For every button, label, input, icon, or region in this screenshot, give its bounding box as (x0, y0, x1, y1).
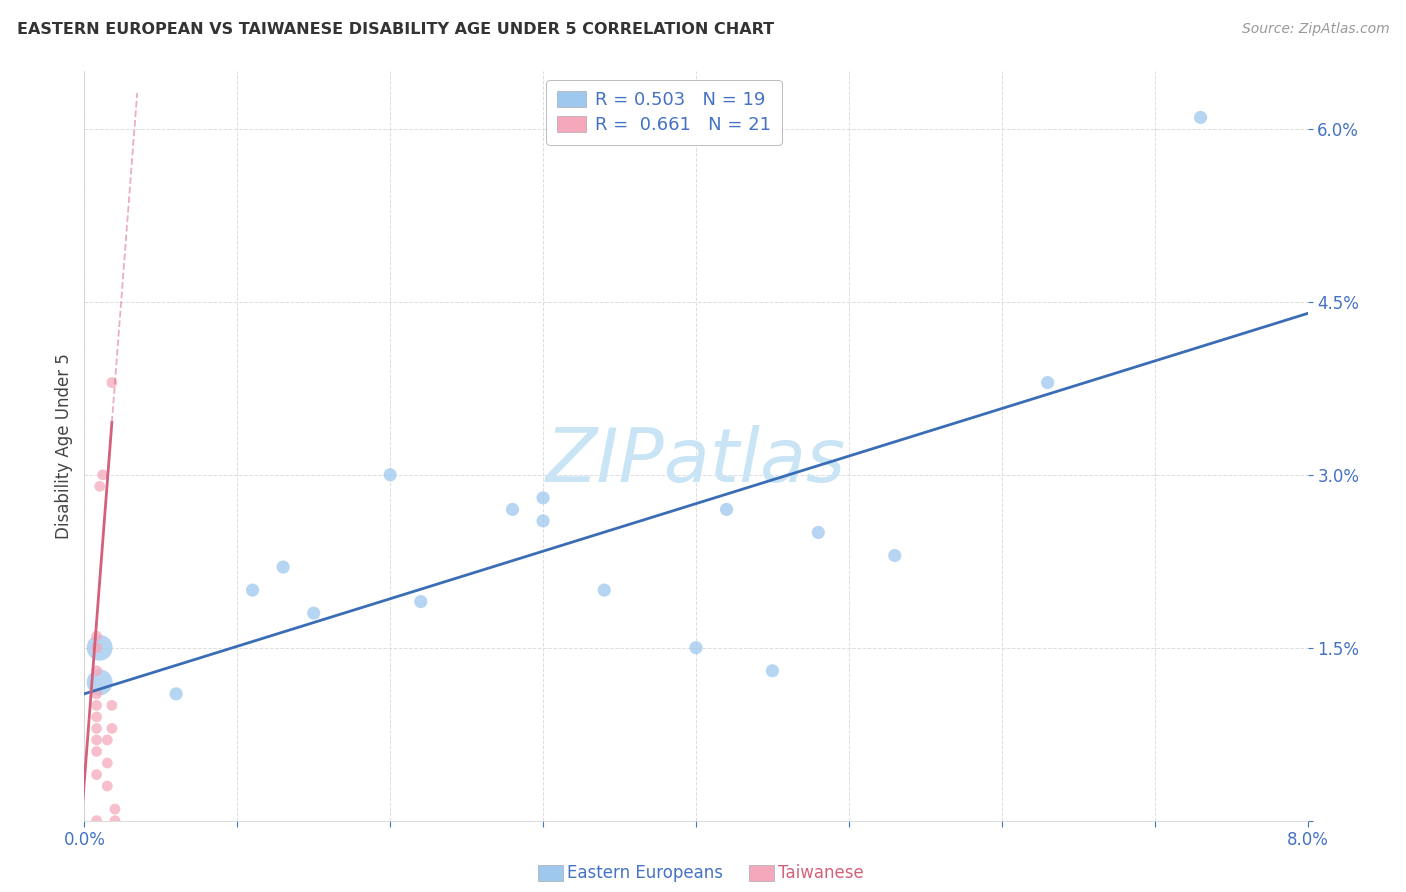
Y-axis label: Disability Age Under 5: Disability Age Under 5 (55, 353, 73, 539)
Text: Eastern Europeans: Eastern Europeans (567, 864, 723, 882)
Point (271, 560, 294, 574)
Point (91, 467, 114, 482)
Point (104, 802, 127, 816)
Point (761, 664, 783, 678)
Point (101, 376, 124, 390)
Text: Source: ZipAtlas.com: Source: ZipAtlas.com (1241, 22, 1389, 37)
Text: EASTERN EUROPEAN VS TAIWANESE DISABILITY AGE UNDER 5 CORRELATION CHART: EASTERN EUROPEAN VS TAIWANESE DISABILITY… (17, 22, 773, 37)
Point (593, 583, 616, 598)
Point (86, 814, 108, 828)
Point (380, 467, 402, 482)
Point (531, 514, 554, 528)
Point (104, 814, 127, 828)
Point (502, 502, 524, 516)
Point (86, 698, 108, 713)
Point (807, 525, 830, 540)
Point (86, 710, 108, 724)
Point (1036, 376, 1059, 390)
Point (89, 479, 111, 493)
Point (1189, 111, 1212, 125)
Point (165, 687, 187, 701)
Legend: R = 0.503   N = 19, R =  0.661   N = 21: R = 0.503 N = 19, R = 0.661 N = 21 (546, 80, 782, 145)
Point (86, 629, 108, 643)
Point (86, 744, 108, 758)
Point (89, 640, 111, 655)
Point (685, 640, 707, 655)
Point (302, 606, 325, 620)
Text: ZIPatlas: ZIPatlas (546, 425, 846, 497)
Point (96, 779, 118, 793)
Text: Taiwanese: Taiwanese (779, 864, 863, 882)
Point (86, 722, 108, 736)
Point (86, 733, 108, 747)
Point (242, 583, 264, 598)
Point (86, 687, 108, 701)
Point (531, 491, 554, 505)
Point (101, 698, 124, 713)
Point (716, 502, 738, 516)
Point (101, 722, 124, 736)
Point (86, 640, 108, 655)
Point (96, 733, 118, 747)
Point (409, 594, 432, 608)
Point (883, 549, 905, 563)
Point (89, 675, 111, 690)
Point (96, 756, 118, 770)
Point (86, 664, 108, 678)
Point (86, 767, 108, 781)
